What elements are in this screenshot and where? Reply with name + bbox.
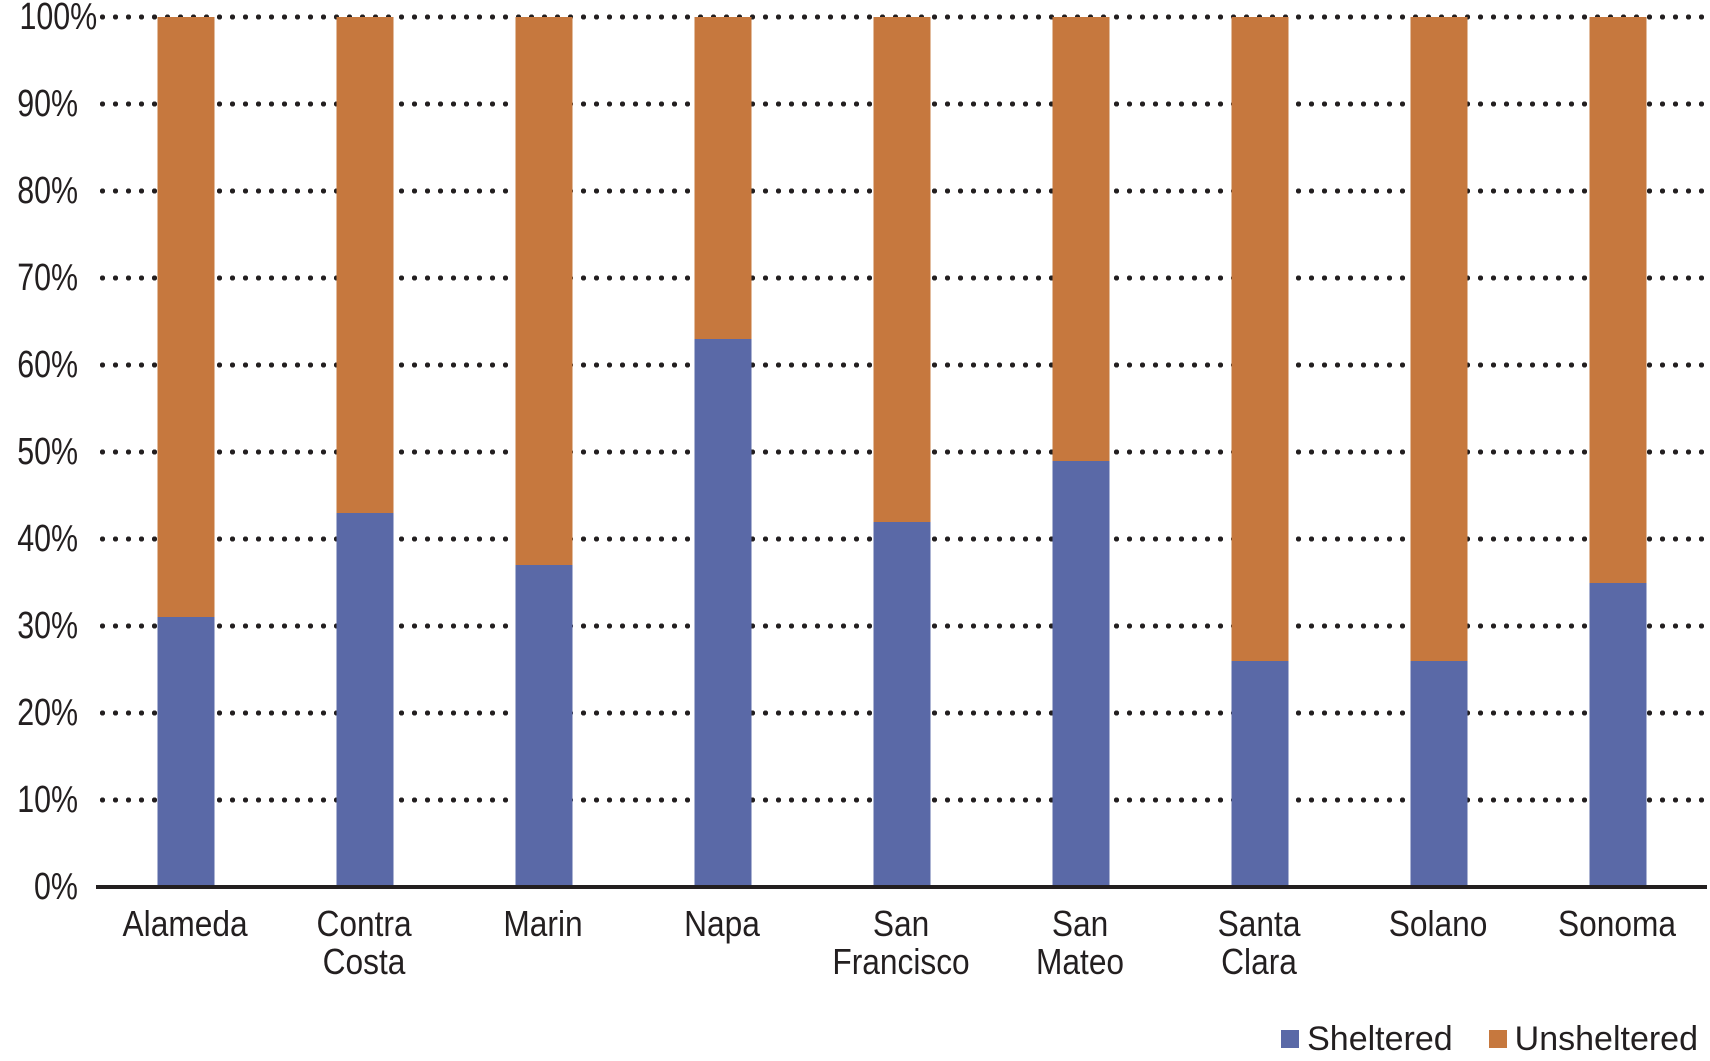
bar-column-marin: [454, 17, 633, 887]
x-axis-label-contra-costa: Contra Costa: [316, 903, 413, 982]
y-axis-tick-70pct: 70%: [0, 259, 78, 297]
bar-san-mateo-sheltered-segment: [1052, 460, 1109, 887]
bar-alameda-sheltered-segment: [157, 617, 214, 887]
y-axis-tick-label: 60%: [17, 344, 78, 386]
y-axis-tick-80pct: 80%: [0, 172, 78, 210]
bar-napa-sheltered-segment: [694, 338, 751, 887]
bar-san-francisco-unsheltered-segment: [873, 17, 930, 522]
x-axis-label-cell-san-francisco: San Francisco: [812, 905, 991, 981]
bars-container: [96, 17, 1707, 887]
bar-solano-unsheltered-segment: [1410, 17, 1467, 661]
legend-label-unsheltered: Unsheltered: [1514, 1020, 1698, 1058]
bar-solano: [1410, 17, 1467, 887]
legend-item-unsheltered: Unsheltered: [1488, 1020, 1698, 1058]
bar-napa-unsheltered-segment: [694, 17, 751, 339]
x-axis-label-santa-clara: Santa Clara: [1218, 903, 1301, 982]
bar-sonoma-unsheltered-segment: [1589, 17, 1646, 583]
x-axis-label-cell-solano: Solano: [1349, 905, 1528, 981]
bar-contra-costa: [336, 17, 393, 887]
y-axis-tick-0pct: 0%: [0, 868, 78, 906]
y-axis-tick-label: 40%: [17, 518, 78, 560]
bar-solano-sheltered-segment: [1410, 660, 1467, 887]
y-axis-tick-label: 50%: [17, 431, 78, 473]
x-axis-label-alameda: Alameda: [122, 903, 249, 944]
bar-sonoma: [1589, 17, 1646, 887]
bar-column-san-mateo: [991, 17, 1170, 887]
y-axis-tick-10pct: 10%: [0, 781, 78, 819]
bar-san-mateo: [1052, 17, 1109, 887]
x-axis-line: [96, 885, 1707, 889]
bar-marin-sheltered-segment: [515, 565, 572, 887]
y-axis-tick-20pct: 20%: [0, 694, 78, 732]
y-axis-tick-label: 100%: [19, 0, 98, 38]
x-axis-label-san-francisco: San Francisco: [832, 903, 971, 982]
x-axis-label-cell-santa-clara: Santa Clara: [1170, 905, 1349, 981]
y-axis-tick-label: 10%: [17, 779, 78, 821]
y-axis-tick-label: 30%: [17, 605, 78, 647]
bar-column-napa: [633, 17, 812, 887]
legend-label-sheltered: Sheltered: [1307, 1020, 1453, 1058]
y-axis-tick-40pct: 40%: [0, 520, 78, 558]
x-axis-label-san-mateo: San Mateo: [1036, 903, 1125, 982]
bar-contra-costa-unsheltered-segment: [336, 17, 393, 513]
x-axis-label-marin: Marin: [503, 903, 584, 944]
x-axis-label-cell-napa: Napa: [633, 905, 812, 981]
bar-santa-clara-sheltered-segment: [1231, 660, 1288, 887]
bar-column-santa-clara: [1170, 17, 1349, 887]
x-axis-label-cell-san-mateo: San Mateo: [991, 905, 1170, 981]
y-axis-tick-label: 70%: [17, 257, 78, 299]
x-axis-label-sonoma: Sonoma: [1558, 903, 1677, 944]
bar-column-solano: [1349, 17, 1528, 887]
bar-alameda: [157, 17, 214, 887]
y-axis-tick-100pct: 100%: [0, 0, 97, 36]
legend-swatch-sheltered-icon: [1281, 1030, 1300, 1048]
plot-area: [96, 14, 1707, 889]
x-axis-label-cell-sonoma: Sonoma: [1528, 905, 1707, 981]
y-axis-tick-30pct: 30%: [0, 607, 78, 645]
y-axis-tick-label: 0%: [34, 866, 78, 908]
x-axis-label-cell-contra-costa: Contra Costa: [275, 905, 454, 981]
y-axis-tick-label: 80%: [17, 170, 78, 212]
chart-legend: Sheltered Unsheltered: [1281, 1022, 1698, 1056]
bar-column-sonoma: [1528, 17, 1707, 887]
bar-napa: [694, 17, 751, 887]
bar-marin-unsheltered-segment: [515, 17, 572, 566]
bar-contra-costa-sheltered-segment: [336, 512, 393, 887]
y-axis-tick-60pct: 60%: [0, 346, 78, 384]
bar-san-mateo-unsheltered-segment: [1052, 17, 1109, 461]
bar-santa-clara: [1231, 17, 1288, 887]
x-axis-label-cell-alameda: Alameda: [96, 905, 275, 981]
y-axis-tick-90pct: 90%: [0, 85, 78, 123]
bar-column-contra-costa: [275, 17, 454, 887]
bar-marin: [515, 17, 572, 887]
y-axis: 100% 90% 80% 70% 60% 50% 40% 30% 20% 10% 0%: [0, 0, 97, 1061]
y-axis-tick-50pct: 50%: [0, 433, 78, 471]
bar-san-francisco: [873, 17, 930, 887]
x-axis-label-napa: Napa: [684, 903, 761, 944]
bar-column-san-francisco: [812, 17, 991, 887]
legend-item-sheltered: Sheltered: [1281, 1022, 1453, 1056]
y-axis-tick-label: 20%: [17, 692, 78, 734]
x-axis-labels: Alameda Contra Costa Marin Napa San Francisc…: [96, 905, 1707, 981]
bar-sonoma-sheltered-segment: [1589, 582, 1646, 887]
bar-column-alameda: [96, 17, 275, 887]
x-axis-label-solano: Solano: [1389, 903, 1488, 944]
bar-alameda-unsheltered-segment: [157, 17, 214, 618]
x-axis-label-cell-marin: Marin: [454, 905, 633, 981]
legend-swatch-unsheltered-icon: [1488, 1030, 1507, 1048]
bar-santa-clara-unsheltered-segment: [1231, 17, 1288, 661]
bar-san-francisco-sheltered-segment: [873, 521, 930, 887]
y-axis-tick-label: 90%: [17, 83, 78, 125]
